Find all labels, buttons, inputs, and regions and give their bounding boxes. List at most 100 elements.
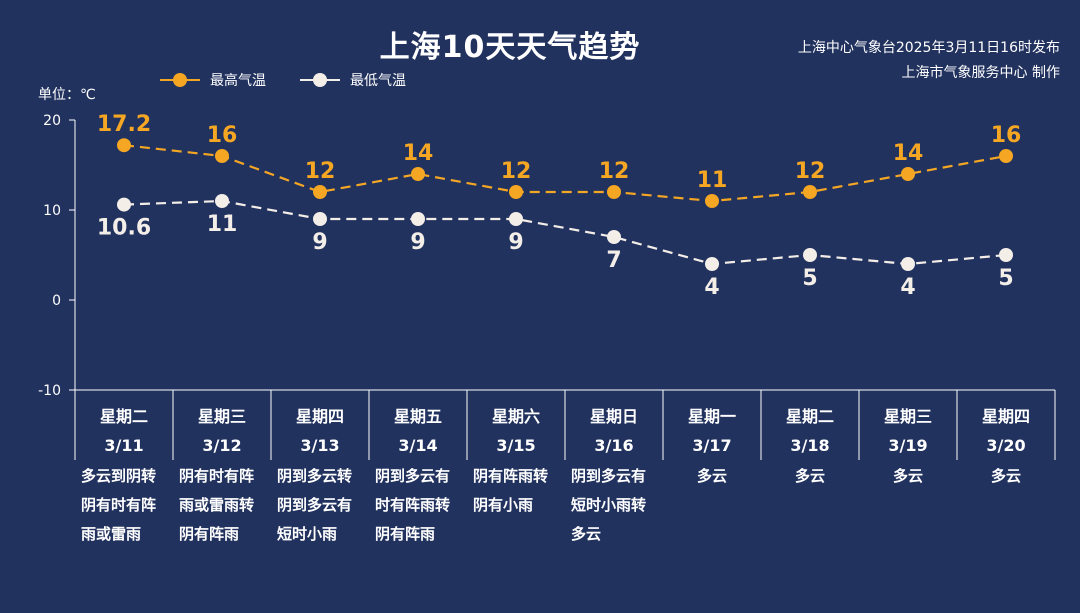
- weather-description-line: 短时小雨转: [571, 496, 647, 514]
- weekday-label: 星期二: [100, 407, 148, 426]
- date-label: 3/14: [398, 436, 437, 455]
- high-temp-point: [607, 185, 621, 199]
- weather-description-line: 多云: [892, 467, 923, 485]
- weekday-label: 星期三: [884, 407, 932, 426]
- weather-description-line: 多云: [794, 467, 825, 485]
- high-temp-point: [215, 149, 229, 163]
- weather-description: 多云到阴转 阴有时有阵 雨或雷雨: [75, 462, 173, 549]
- low-temp-label: 9: [312, 230, 327, 255]
- weekday-label: 星期二: [786, 407, 834, 426]
- high-temp-label: 12: [795, 159, 826, 184]
- low-temp-point: [901, 257, 915, 271]
- weather-description-line: 阴有阵雨: [179, 525, 240, 543]
- weather-description: 多云: [761, 462, 859, 491]
- weekday-label: 星期日: [590, 407, 638, 426]
- high-temp-label: 16: [991, 123, 1022, 148]
- y-tick-label: 0: [52, 293, 61, 309]
- high-temp-point: [117, 138, 131, 153]
- weekday-label: 星期五: [394, 407, 442, 426]
- weather-description: 阴到多云有短时小雨转多云: [565, 462, 663, 549]
- weather-description-line: 多云: [571, 525, 602, 543]
- chart-title: 上海10天天气趋势: [379, 30, 641, 65]
- low-temp-label: 4: [704, 275, 719, 300]
- y-axis-unit-label: 单位：℃: [38, 87, 96, 103]
- source-line-issuer: 上海中心气象台2025年3月11日16时发布: [797, 40, 1060, 56]
- high-temp-point: [509, 185, 523, 199]
- low-temp-label: 11: [207, 212, 238, 237]
- weekday-label: 星期六: [492, 407, 540, 426]
- low-temp-point: [509, 212, 523, 226]
- low-temp-point: [117, 197, 131, 212]
- weather-description: 阴到多云转 阴到多云有 短时小雨: [271, 462, 369, 549]
- date-label: 3/20: [986, 436, 1025, 455]
- weather-description: 阴有时有阵雨或雷雨转阴有阵雨: [173, 462, 271, 549]
- y-tick-label: -10: [38, 383, 61, 399]
- date-label: 3/18: [790, 436, 829, 455]
- weekday-label: 星期三: [198, 407, 246, 426]
- weather-description-line: 阴到多云有: [277, 496, 353, 514]
- legend-label-high: 最高气温: [210, 73, 266, 89]
- weekday-label: 星期一: [688, 407, 736, 426]
- weather-description-line: 阴有时有阵: [81, 496, 157, 514]
- high-temp-label: 16: [207, 123, 238, 148]
- high-temp-point: [999, 149, 1013, 163]
- weather-description-line: 雨或雷雨转: [179, 496, 255, 514]
- high-temp-label: 11: [697, 168, 728, 193]
- weekday-label: 星期四: [982, 407, 1030, 426]
- high-temp-line: [123, 144, 1007, 203]
- weather-description: 多云: [859, 462, 957, 491]
- legend-item-low[interactable]: 最低气温: [300, 70, 406, 90]
- low-temp-point: [803, 248, 817, 262]
- low-temp-label: 5: [802, 266, 817, 291]
- low-temp-point: [999, 248, 1013, 262]
- high-temp-point: [411, 167, 425, 181]
- weather-description-line: 阴有小雨: [473, 496, 534, 514]
- low-temp-point: [313, 212, 327, 226]
- legend-swatch-low: [300, 70, 340, 90]
- date-label: 3/19: [888, 436, 927, 455]
- weekday-label: 星期四: [296, 407, 344, 426]
- date-label: 3/12: [202, 436, 241, 455]
- weather-description: 多云: [663, 462, 761, 491]
- weather-description: 阴有阵雨转 阴有小雨: [467, 462, 565, 520]
- legend: 最高气温 最低气温: [160, 70, 406, 90]
- weather-description: 多云: [957, 462, 1055, 491]
- low-temp-label: 9: [508, 230, 523, 255]
- date-label: 3/15: [496, 436, 535, 455]
- legend-item-high[interactable]: 最高气温: [160, 70, 266, 90]
- high-temp-label: 14: [403, 141, 434, 166]
- low-temp-line: [123, 199, 1007, 266]
- weather-description: 阴到多云有时有阵雨转阴有阵雨: [369, 462, 467, 549]
- weather-description-line: 阴到多云转: [277, 467, 353, 485]
- high-temp-label: 12: [501, 159, 532, 184]
- low-temp-label: 10.6: [97, 216, 151, 241]
- weather-description-line: 阴有阵雨: [375, 525, 436, 543]
- legend-swatch-high: [160, 70, 200, 90]
- high-temp-point: [705, 194, 719, 208]
- weather-description-line: 时有阵雨转: [375, 496, 451, 514]
- low-temp-label: 4: [900, 275, 915, 300]
- low-temp-label: 9: [410, 230, 425, 255]
- high-temp-point: [803, 185, 817, 199]
- high-temp-label: 17.2: [97, 112, 151, 137]
- high-temp-label: 14: [893, 141, 924, 166]
- weather-description-line: 阴到多云有: [571, 467, 647, 485]
- low-temp-point: [411, 212, 425, 226]
- weather-description-line: 阴有阵雨转: [473, 467, 549, 485]
- low-temp-label: 7: [606, 248, 621, 273]
- date-label: 3/11: [104, 436, 143, 455]
- weather-description-line: 多云: [696, 467, 727, 485]
- low-temp-point: [705, 257, 719, 271]
- y-tick-label: 10: [43, 203, 61, 219]
- date-label: 3/16: [594, 436, 633, 455]
- weather-description-line: 阴有时有阵: [179, 467, 255, 485]
- low-temp-label: 5: [998, 266, 1013, 291]
- source-line-producer: 上海市气象服务中心 制作: [901, 65, 1060, 81]
- high-temp-point: [901, 167, 915, 181]
- high-temp-label: 12: [305, 159, 336, 184]
- weather-description-line: 阴到多云有: [375, 467, 451, 485]
- low-temp-point: [607, 230, 621, 244]
- low-temp-point: [215, 194, 229, 208]
- weather-description-line: 多云到阴转: [81, 467, 157, 485]
